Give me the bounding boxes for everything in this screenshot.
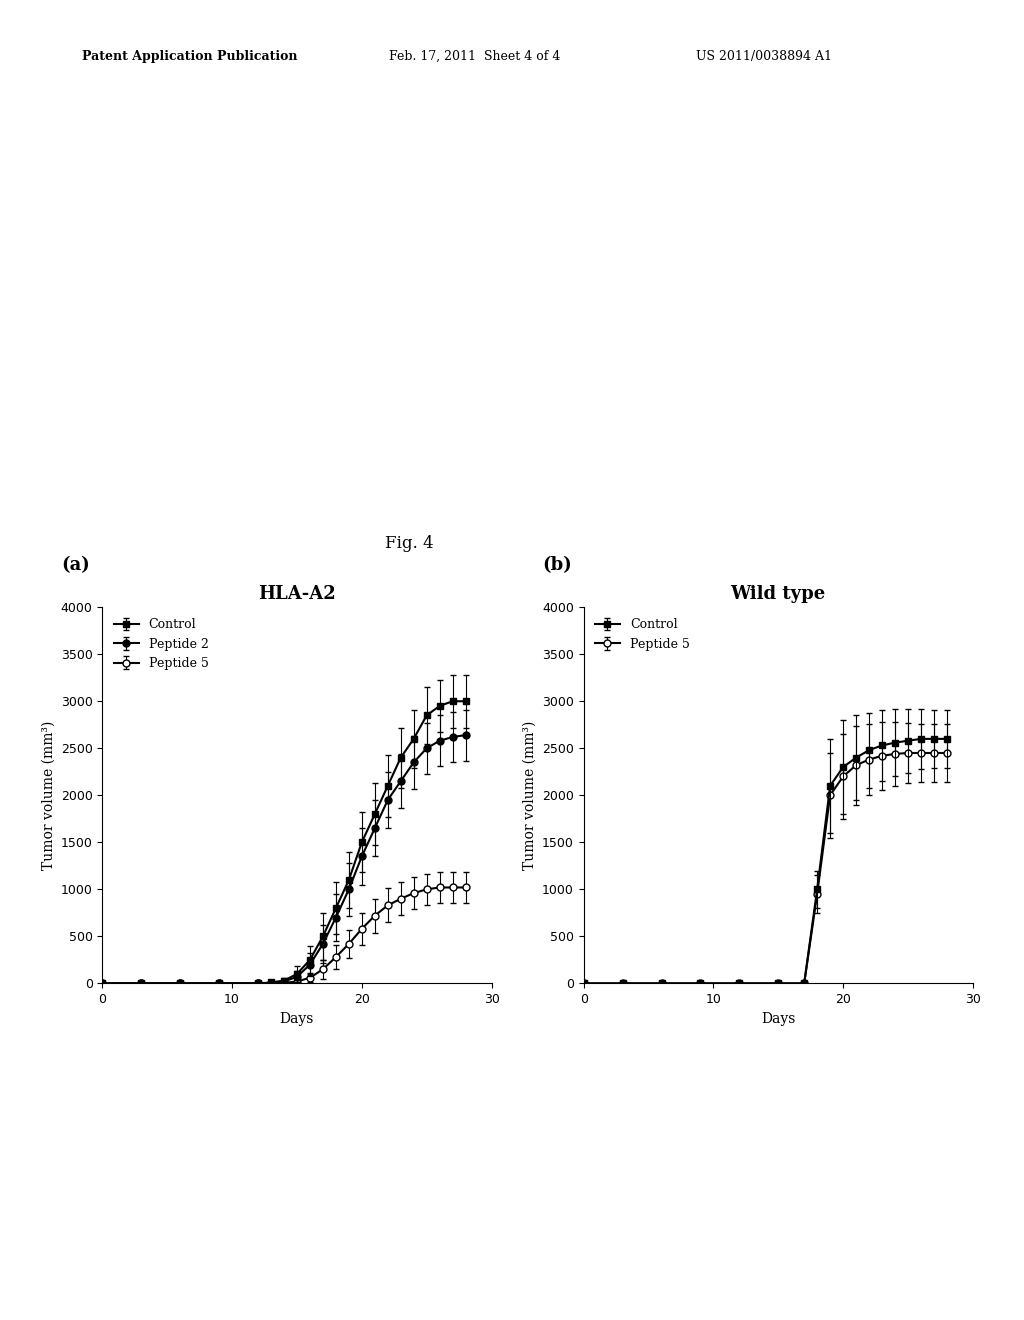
Y-axis label: Tumor volume (mm³): Tumor volume (mm³) [41, 721, 55, 870]
Title: Wild type: Wild type [730, 585, 826, 603]
Text: Feb. 17, 2011  Sheet 4 of 4: Feb. 17, 2011 Sheet 4 of 4 [389, 50, 560, 63]
X-axis label: Days: Days [761, 1011, 796, 1026]
Y-axis label: Tumor volume (mm³): Tumor volume (mm³) [522, 721, 537, 870]
Text: (b): (b) [543, 556, 572, 574]
Legend: Control, Peptide 2, Peptide 5: Control, Peptide 2, Peptide 5 [109, 614, 214, 675]
X-axis label: Days: Days [280, 1011, 314, 1026]
Title: HLA-A2: HLA-A2 [258, 585, 336, 603]
Text: US 2011/0038894 A1: US 2011/0038894 A1 [696, 50, 833, 63]
Text: Fig. 4: Fig. 4 [385, 535, 434, 552]
Legend: Control, Peptide 5: Control, Peptide 5 [590, 614, 695, 656]
Text: (a): (a) [61, 556, 90, 574]
Text: Patent Application Publication: Patent Application Publication [82, 50, 297, 63]
